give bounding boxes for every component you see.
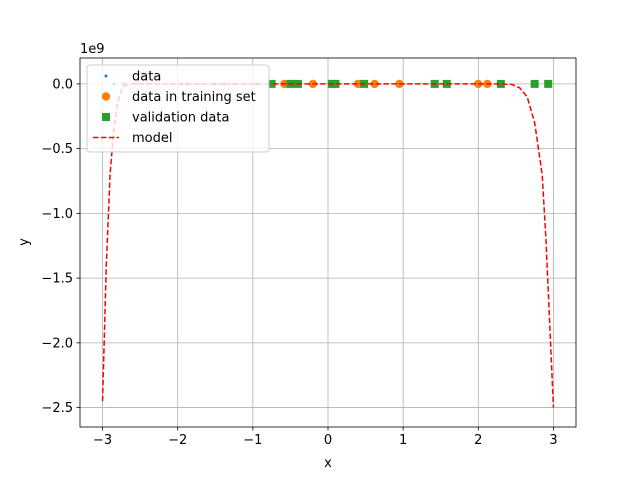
y-tick-label: −1.5: [41, 272, 73, 287]
y-tick-label: −2.0: [41, 336, 73, 351]
x-axis-label: x: [324, 456, 332, 471]
validation-point: [267, 79, 276, 88]
x-tick-label: 2: [474, 433, 482, 448]
legend-marker-data: [104, 74, 108, 78]
legend-label: model: [132, 131, 172, 146]
legend-box: [86, 64, 270, 153]
x-tick-label: 1: [399, 433, 407, 448]
x-tick-label: 3: [549, 433, 557, 448]
legend-label: validation data: [132, 111, 229, 126]
tick-marks: −3 −2 −1 0 1 2 3 0.0 −0.5 −1.0 −1.5 −2.0 −2.5: [41, 77, 557, 448]
x-tick-label: −2: [168, 433, 187, 448]
y-axis-label: y: [17, 238, 32, 246]
legend-marker-validation: [102, 113, 110, 121]
legend: data data in training set validation data m…: [86, 64, 270, 153]
x-tick-label: −1: [243, 433, 262, 448]
validation-point: [496, 79, 505, 88]
validation-point: [331, 79, 340, 88]
legend-marker-training: [101, 92, 111, 101]
validation-point: [544, 79, 553, 88]
y-tick-label: −1.0: [41, 207, 73, 222]
y-tick-label: 0.0: [52, 77, 73, 92]
y-tick-label: −2.5: [41, 401, 73, 416]
legend-label: data: [132, 70, 161, 85]
validation-point: [530, 79, 539, 88]
legend-label: data in training set: [132, 90, 256, 105]
x-tick-label: −3: [93, 433, 112, 448]
y-tick-label: −0.5: [41, 142, 73, 157]
x-tick-label: 0: [324, 433, 332, 448]
y-multiplier-label: 1e9: [80, 42, 105, 57]
training-point: [370, 79, 379, 89]
